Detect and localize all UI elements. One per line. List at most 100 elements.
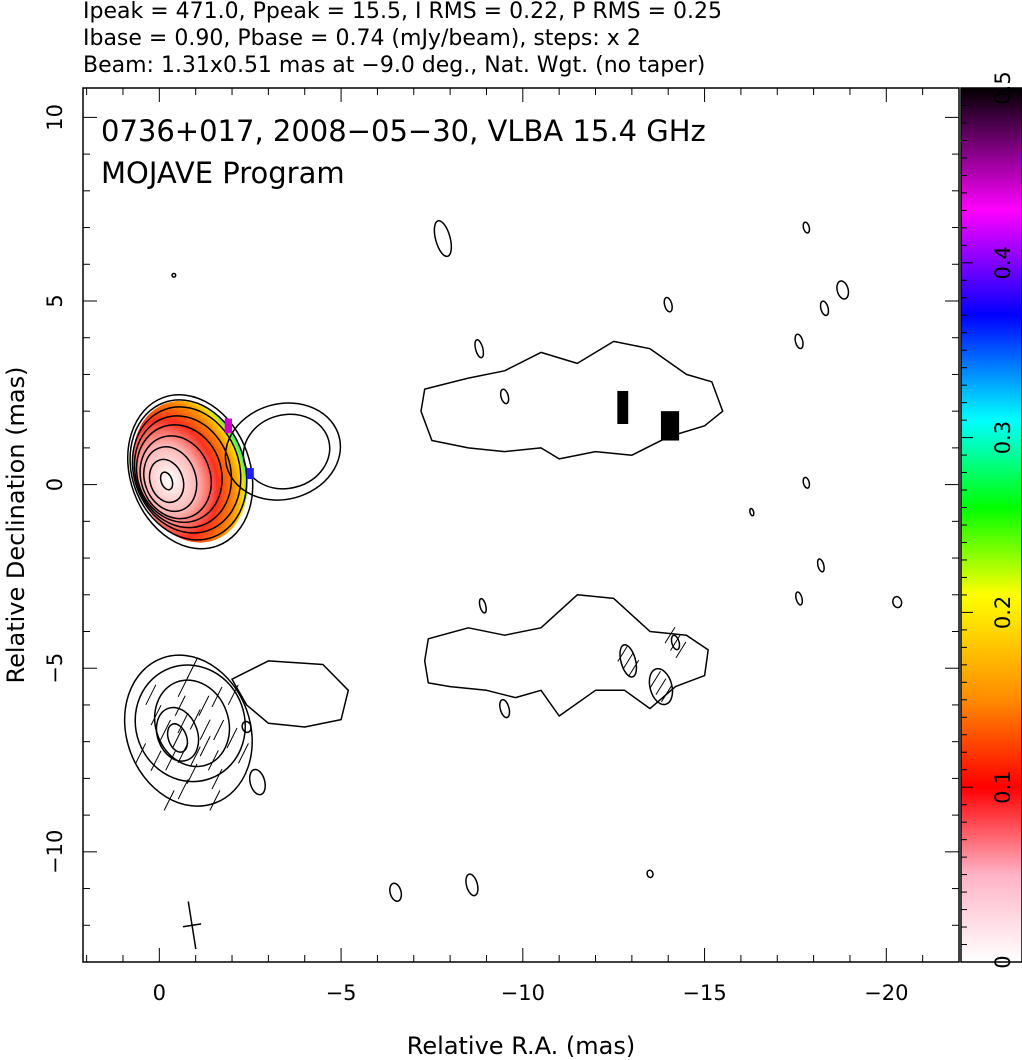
core-contour [123,654,253,807]
evpa-tick [165,750,177,771]
noise-contour [389,882,403,902]
colorbar-tick-label: 0 [991,955,1015,968]
jet-contour [423,594,709,717]
evpa-tick [628,659,640,677]
evpa-tick [198,695,210,716]
evpa-tick [227,684,239,706]
noise-contour [794,333,804,350]
header-line-1: Ipeak = 471.0, Ppeak = 15.5, I RMS = 0.2… [83,0,722,24]
chart-title: 0736+017, 2008−05−30, VLBA 15.4 GHz [101,114,706,148]
y-tick-label: 0 [43,478,67,491]
evpa-tick [150,750,162,771]
colorbar-tick-label: 0.5 [991,71,1015,104]
polarization-pixel [224,418,233,434]
noise-contour [465,873,479,897]
evpa-tick [211,768,223,790]
core-contour [139,435,212,520]
core-contour [129,399,248,541]
core-contour [153,679,231,768]
beam-minor-axis [182,923,202,928]
evpa-tick [150,704,162,726]
noise-contour [646,869,654,879]
evpa-tick [207,750,219,771]
evpa-tick [177,676,189,698]
core-contour [166,723,189,753]
noise-contour [499,388,510,405]
plot-frame [82,87,960,963]
core-contour [131,406,242,534]
jet-contour [420,340,724,460]
evpa-tick [177,742,189,764]
colorbar [960,87,1022,963]
noise-contour [499,698,511,719]
y-axis-label: Relative Declination (mas) [2,366,30,683]
evpa-tick [199,736,211,757]
core-contour [126,394,254,550]
noise-contour [171,272,177,278]
knot-contour [231,660,350,728]
core-contour [133,415,233,529]
evpa-tick [145,684,157,706]
noise-contour [836,280,850,300]
evpa-tick [160,719,171,741]
header-line-2: Ibase = 0.90, Pbase = 0.74 (mJy/beam), s… [83,26,641,51]
evpa-tick [199,719,211,740]
polarization-pixel [660,411,680,441]
noise-contour [648,667,674,706]
polarization-pixel [246,468,254,480]
core-contour [148,458,185,504]
core-contour [135,424,223,524]
evpa-tick [226,727,238,749]
x-tick-label: −10 [501,981,545,1005]
core-contour [134,664,247,783]
noise-contour [749,507,755,517]
core-contour [143,446,198,513]
colorbar-tick-label: 0.2 [991,596,1015,629]
noise-contour [433,219,453,258]
noise-contour [241,720,252,734]
evpa-tick [617,645,629,662]
evpa-tick [163,790,175,811]
evpa-tick [622,652,634,670]
core-contour [155,706,200,762]
evpa-tick [189,709,201,730]
x-tick-label: 0 [153,981,166,1005]
noise-contour [663,296,673,313]
evpa-tick [186,763,198,785]
evpa-tick [650,670,661,688]
evpa-tick [186,658,198,679]
y-tick-label: −5 [43,653,67,684]
x-tick-label: −20 [864,981,908,1005]
noise-contour [248,768,266,796]
colorbar-tick-label: 0.1 [991,770,1015,803]
chart-subtitle: MOJAVE Program [101,156,345,190]
evpa-tick [189,746,201,767]
noise-contour [816,558,825,573]
evpa-tick [670,634,681,651]
x-tick-label: −15 [682,981,726,1005]
evpa-tick [664,626,676,644]
noise-contour [670,634,681,651]
noise-contour [892,595,903,609]
evpa-tick [135,743,147,764]
knot-contour [242,413,331,490]
y-tick-label: 5 [43,294,67,307]
evpa-tick [209,790,221,811]
noise-contour [795,591,804,606]
polarization-pixel [617,390,629,425]
evpa-tick [172,727,183,749]
colorbar-tick-label: 0.4 [991,246,1015,279]
noise-contour [619,644,638,678]
noise-contour [802,221,811,234]
evpa-tick [177,778,189,800]
y-tick-label: 10 [43,104,67,131]
evpa-tick [213,719,225,741]
evpa-tick [174,695,186,716]
core-contour [159,471,174,491]
y-tick-label: −10 [43,830,67,874]
header-line-3: Beam: 1.31x0.51 mas at −9.0 deg., Nat. W… [83,53,705,78]
evpa-tick [655,678,667,695]
noise-contour [802,476,811,489]
evpa-tick [675,641,687,659]
